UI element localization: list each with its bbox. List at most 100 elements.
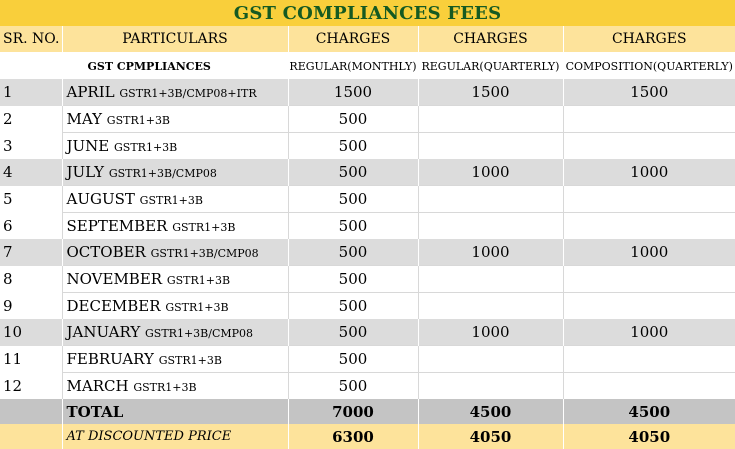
row-sr-no: 3	[0, 132, 62, 159]
row-particulars: OCTOBER GSTR1+3B/CMP08	[61, 239, 288, 266]
subheader-particulars: GST CPMPLIANCES	[61, 52, 288, 79]
row-charge-monthly: 500	[287, 265, 418, 293]
row-month: DECEMBER	[66, 297, 161, 315]
page-title: GST COMPLIANCES FEES	[0, 0, 735, 26]
discount-row: AT DISCOUNTED PRICE 6300 4050 4050	[0, 424, 735, 449]
row-charge-quarterly	[417, 185, 563, 213]
row-month: MAY	[66, 110, 103, 128]
header-charges-monthly: CHARGES	[287, 26, 418, 53]
row-particulars: MAY GSTR1+3B	[61, 105, 288, 133]
row-sr-no: 10	[0, 319, 62, 346]
row-charge-monthly: 500	[287, 159, 418, 186]
row-forms: GSTR1+3B/CMP08	[108, 167, 217, 180]
row-sr-no: 1	[0, 79, 62, 106]
row-charge-quarterly	[417, 345, 563, 373]
row-particulars: NOVEMBER GSTR1+3B	[61, 265, 288, 293]
row-charge-composition: 1000	[562, 239, 735, 266]
row-charge-composition: 1000	[562, 159, 735, 186]
row-particulars: JUNE GSTR1+3B	[61, 132, 288, 159]
row-charge-monthly: 500	[287, 292, 418, 319]
row-forms: GSTR1+3B	[106, 114, 171, 127]
row-sr-no: 6	[0, 212, 62, 239]
row-month: MARCH	[66, 377, 129, 395]
row-sr-no: 7	[0, 239, 62, 266]
discount-monthly: 6300	[287, 424, 418, 449]
subheader-row: GST CPMPLIANCES REGULAR(MONTHLY) REGULAR…	[0, 52, 735, 79]
row-month: JULY	[66, 163, 105, 181]
table-row: 6 SEPTEMBER GSTR1+3B 500	[0, 212, 735, 239]
row-sr-no: 8	[0, 265, 62, 293]
table-row: 12 MARCH GSTR1+3B 500	[0, 372, 735, 399]
row-charge-composition	[562, 212, 735, 239]
row-charge-quarterly	[417, 105, 563, 133]
row-month: SEPTEMBER	[66, 217, 168, 235]
row-charge-quarterly	[417, 212, 563, 239]
row-charge-monthly: 500	[287, 345, 418, 373]
table-row: 4 JULY GSTR1+3B/CMP08 500 1000 1000	[0, 159, 735, 186]
row-particulars: FEBRUARY GSTR1+3B	[61, 345, 288, 373]
row-charge-monthly: 500	[287, 105, 418, 133]
row-forms: GSTR1+3B	[165, 301, 229, 314]
table-row: 3 JUNE GSTR1+3B 500	[0, 132, 735, 159]
subheader-sr-blank	[0, 52, 62, 79]
row-particulars: AUGUST GSTR1+3B	[61, 185, 288, 213]
row-charge-composition	[562, 185, 735, 213]
row-charge-monthly: 500	[287, 185, 418, 213]
row-month: NOVEMBER	[66, 270, 163, 288]
row-particulars: SEPTEMBER GSTR1+3B	[61, 212, 288, 239]
discount-quarterly: 4050	[417, 424, 563, 449]
row-charge-monthly: 1500	[287, 79, 418, 106]
row-month: AUGUST	[66, 190, 135, 208]
subheader-regular-quarterly: REGULAR(QUARTERLY)	[417, 52, 563, 79]
row-particulars: JULY GSTR1+3B/CMP08	[61, 159, 288, 186]
table-row: 8 NOVEMBER GSTR1+3B 500	[0, 265, 735, 293]
total-composition: 4500	[562, 399, 735, 424]
row-charge-quarterly: 1000	[417, 239, 563, 266]
row-charge-quarterly	[417, 132, 563, 159]
header-row: SR. NO. PARTICULARS CHARGES CHARGES CHAR…	[0, 26, 735, 53]
row-forms: GSTR1+3B	[114, 141, 178, 154]
row-forms: GSTR1+3B	[172, 221, 236, 234]
total-monthly: 7000	[287, 399, 418, 424]
row-sr-no: 11	[0, 345, 62, 373]
row-charge-monthly: 500	[287, 319, 418, 346]
total-label: TOTAL	[61, 399, 288, 424]
title-row: GST COMPLIANCES FEES	[0, 0, 735, 26]
row-month: JUNE	[66, 137, 110, 155]
subheader-regular-monthly: REGULAR(MONTHLY)	[287, 52, 418, 79]
header-particulars: PARTICULARS	[61, 26, 288, 53]
row-charge-composition	[562, 292, 735, 319]
row-charge-composition	[562, 105, 735, 133]
row-charge-quarterly	[417, 265, 563, 293]
subheader-composition-quarterly: COMPOSITION(QUARTERLY)	[562, 52, 735, 79]
row-sr-no: 4	[0, 159, 62, 186]
row-charge-quarterly: 1000	[417, 159, 563, 186]
row-charge-monthly: 500	[287, 372, 418, 399]
row-particulars: JANUARY GSTR1+3B/CMP08	[61, 319, 288, 346]
header-charges-quarterly: CHARGES	[417, 26, 563, 53]
table-row: 9 DECEMBER GSTR1+3B 500	[0, 292, 735, 319]
table-row: 10 JANUARY GSTR1+3B/CMP08 500 1000 1000	[0, 319, 735, 346]
row-particulars: DECEMBER GSTR1+3B	[61, 292, 288, 319]
row-charge-composition: 1500	[562, 79, 735, 106]
row-charge-composition	[562, 372, 735, 399]
table-row: 5 AUGUST GSTR1+3B 500	[0, 185, 735, 213]
row-forms: GSTR1+3B	[133, 381, 197, 394]
row-forms: GSTR1+3B/CMP08	[150, 247, 259, 260]
total-row: TOTAL 7000 4500 4500	[0, 399, 735, 424]
discount-composition: 4050	[562, 424, 735, 449]
row-forms: GSTR1+3B/CMP08	[145, 327, 254, 340]
row-charge-composition	[562, 265, 735, 293]
row-charge-quarterly	[417, 372, 563, 399]
row-charge-monthly: 500	[287, 132, 418, 159]
row-sr-no: 5	[0, 185, 62, 213]
row-charge-quarterly	[417, 292, 563, 319]
discount-sr-blank	[0, 424, 62, 449]
row-month: FEBRUARY	[66, 350, 154, 368]
row-charge-composition: 1000	[562, 319, 735, 346]
row-charge-composition	[562, 132, 735, 159]
row-forms: GSTR1+3B	[158, 354, 222, 367]
row-forms: GSTR1+3B/CMP08+ITR	[119, 87, 257, 100]
row-sr-no: 2	[0, 105, 62, 133]
